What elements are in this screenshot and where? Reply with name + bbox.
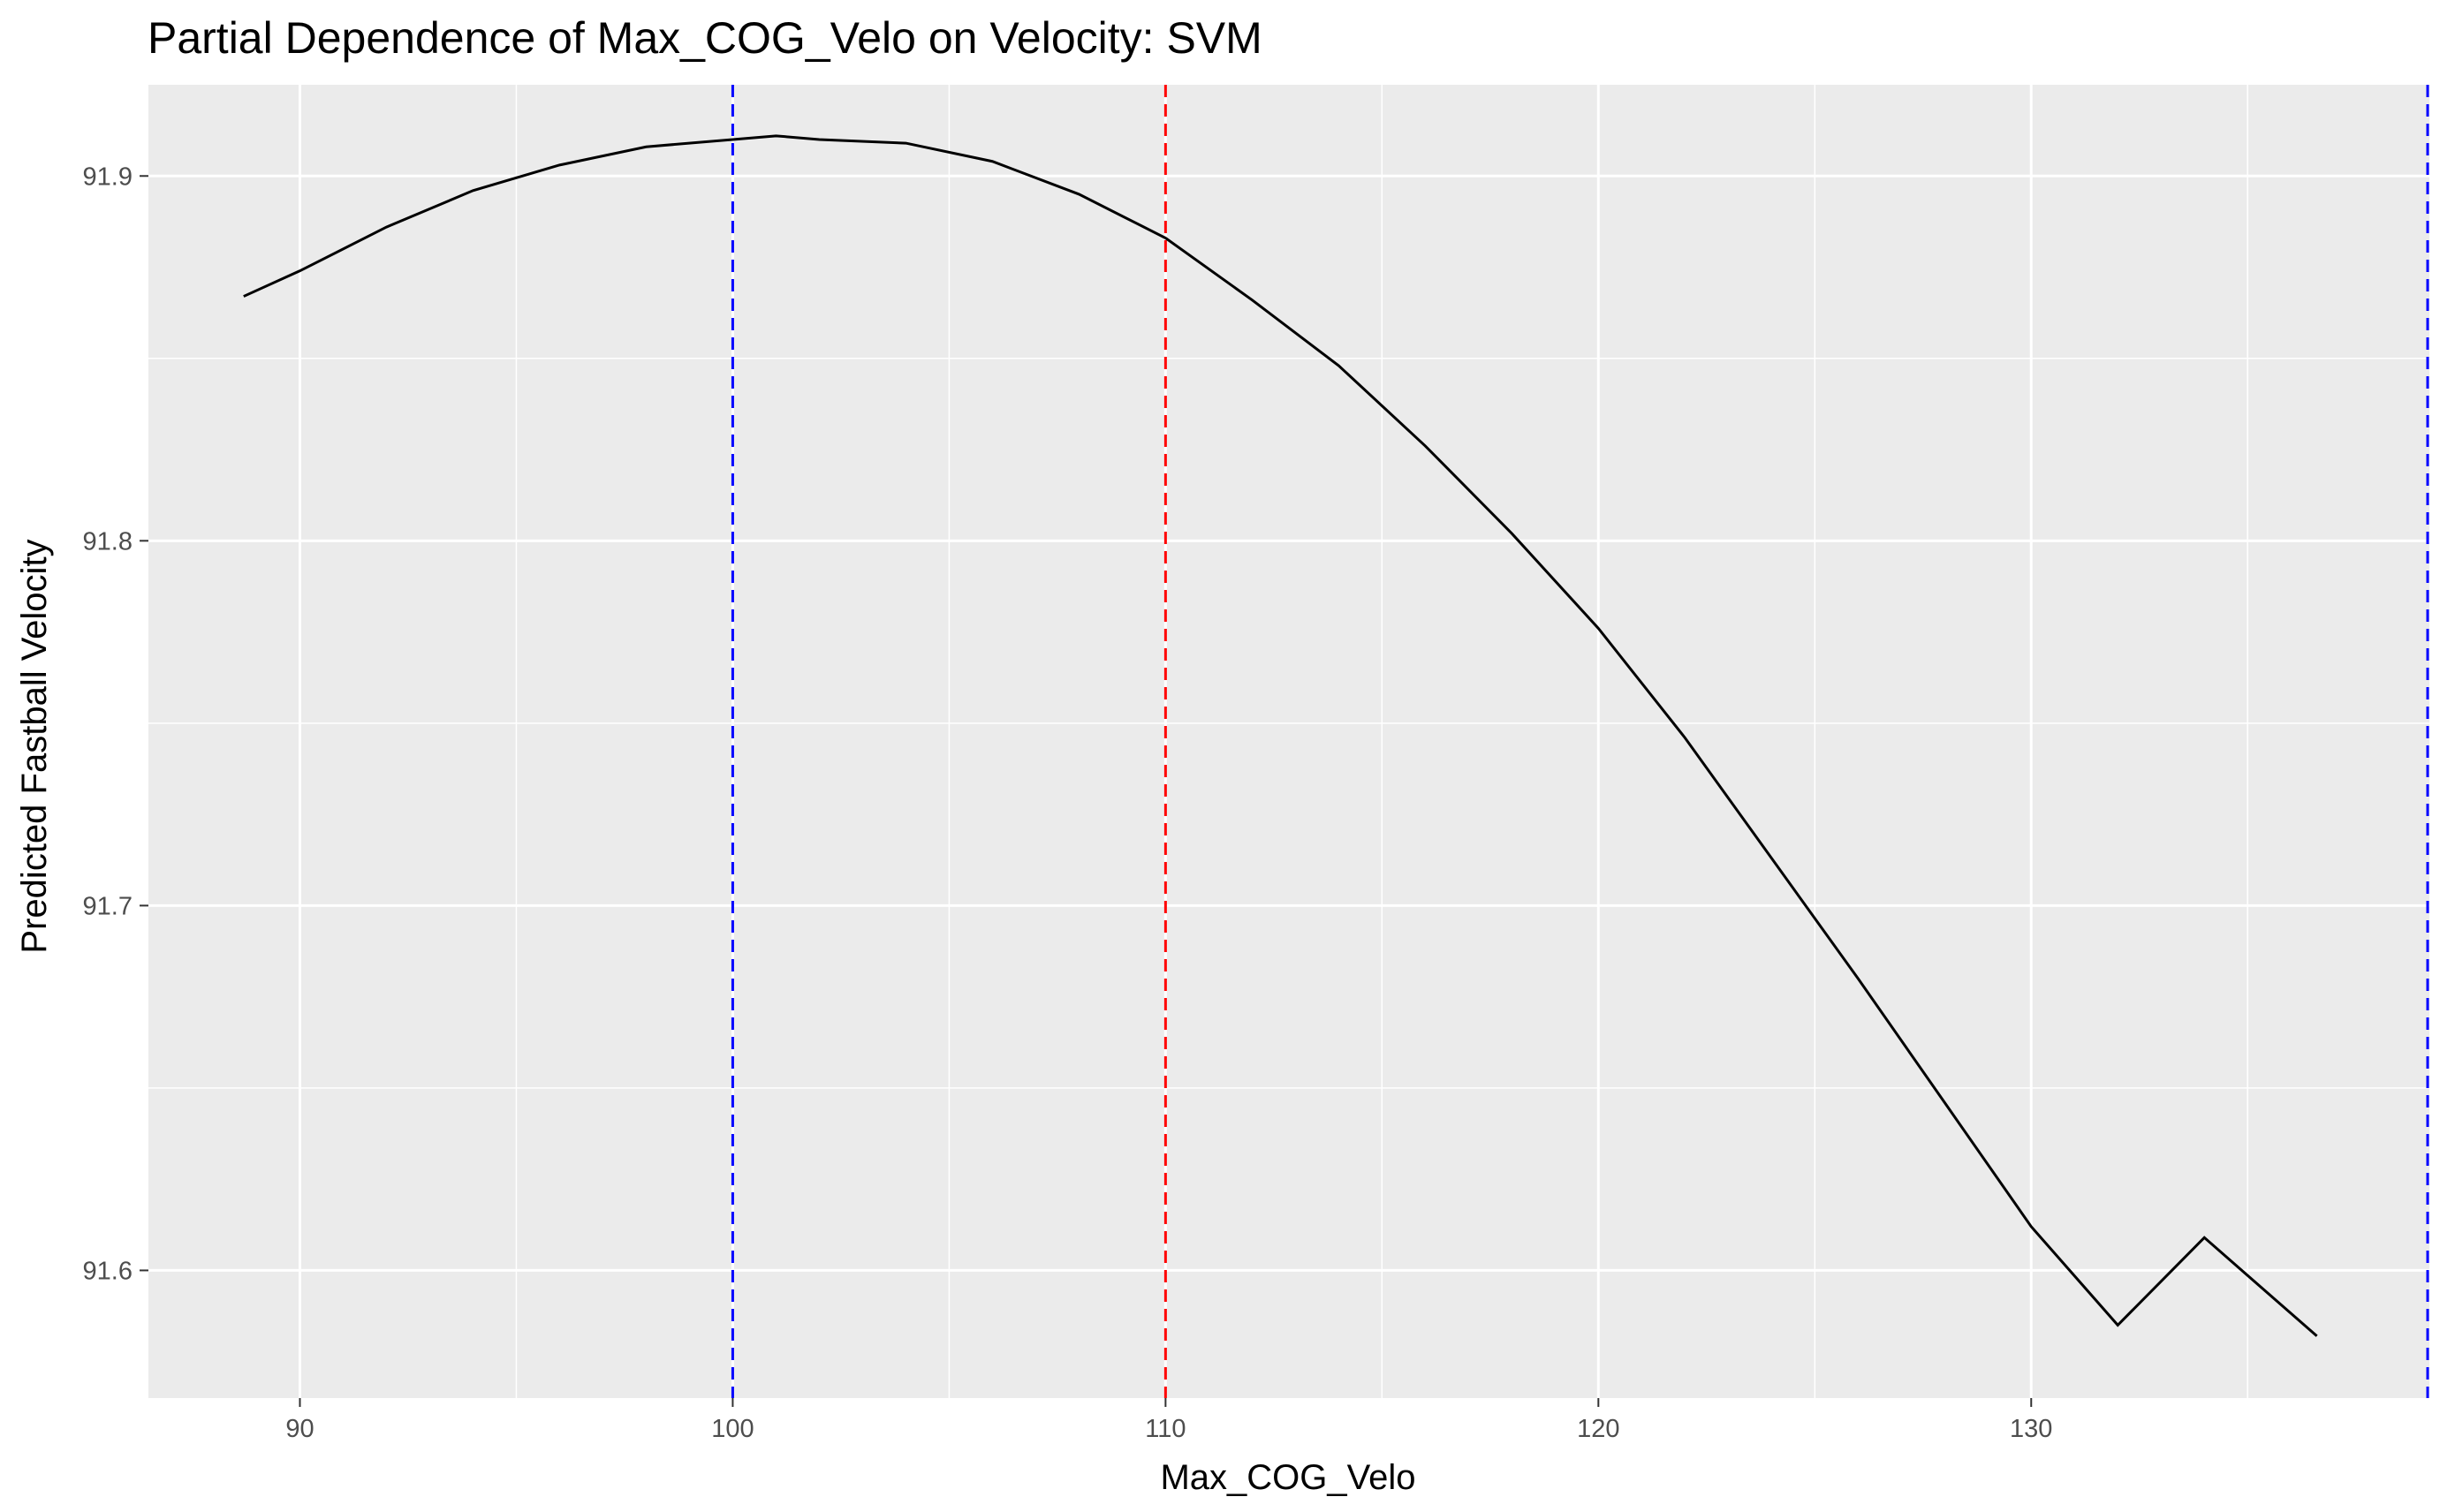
y-tick-label: 91.8 bbox=[83, 527, 133, 556]
x-tick-label: 110 bbox=[1145, 1415, 1186, 1443]
x-tick-label: 100 bbox=[711, 1415, 754, 1443]
y-axis-title: Predicted Fastball Velocity bbox=[15, 539, 54, 953]
reference-lines bbox=[731, 85, 2429, 1398]
partial-dependence-line bbox=[243, 134, 2318, 1337]
x-axis-title: Max_COG_Velo bbox=[1160, 1458, 1415, 1497]
y-tick-label: 91.6 bbox=[83, 1257, 133, 1285]
y-tick-label: 91.7 bbox=[83, 892, 133, 920]
y-axis-ticks: 91.6 91.7 91.8 91.9 bbox=[83, 163, 148, 1285]
x-tick-label: 130 bbox=[2010, 1415, 2052, 1443]
y-tick-label: 91.9 bbox=[83, 163, 133, 191]
x-tick-label: 120 bbox=[1577, 1415, 1619, 1443]
x-tick-label: 90 bbox=[285, 1415, 314, 1443]
chart-title: Partial Dependence of Max_COG_Velo on Ve… bbox=[148, 13, 1262, 63]
minor-gridlines bbox=[148, 85, 2429, 1398]
plot-panel bbox=[148, 85, 2429, 1398]
x-axis-ticks: 90 100 110 120 130 bbox=[285, 1398, 2052, 1443]
